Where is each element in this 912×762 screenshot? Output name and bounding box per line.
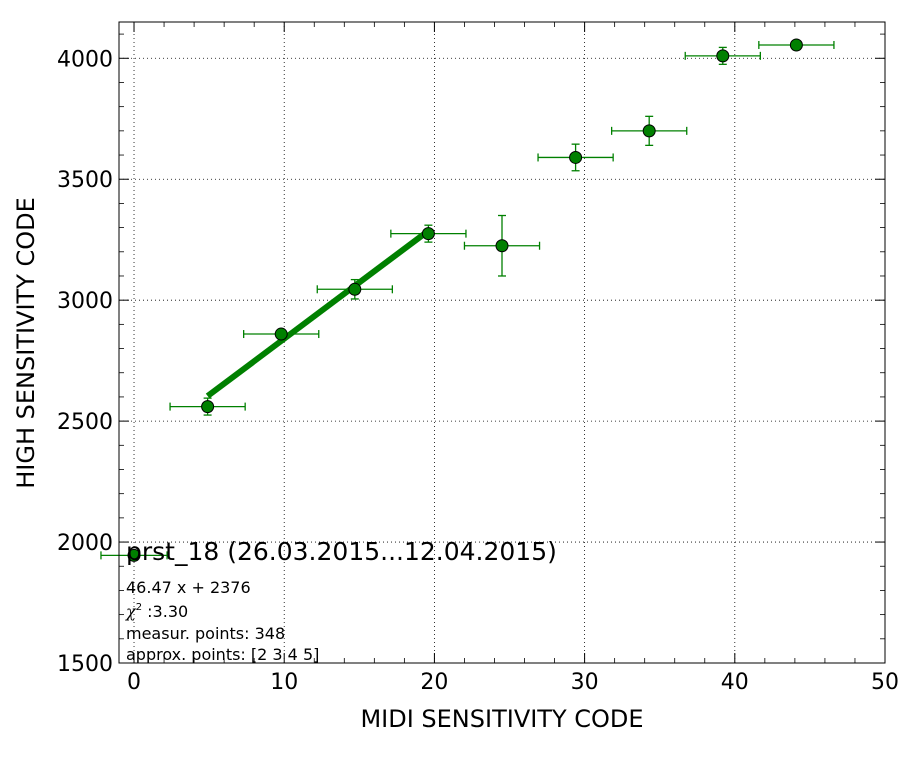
annotation-approx-points: approx. points: [2 3 4 5] bbox=[126, 645, 319, 664]
x-axis-title: MIDI SENSITIVITY CODE bbox=[360, 705, 643, 733]
data-point bbox=[495, 239, 509, 253]
grid bbox=[119, 22, 885, 663]
data-point bbox=[642, 124, 656, 138]
annotation-chi2: χ2 :3.30 bbox=[125, 602, 188, 621]
data-point bbox=[127, 548, 141, 562]
plot-background bbox=[119, 22, 885, 663]
annotation-measur-points: measur. points: 348 bbox=[126, 624, 285, 643]
plot-frame bbox=[118, 21, 886, 664]
x-tick-label: 0 bbox=[127, 670, 141, 695]
y-axis-title: HIGH SENSITIVITY CODE bbox=[12, 197, 40, 489]
data-points bbox=[127, 38, 803, 562]
y-tick-label: 2500 bbox=[57, 410, 113, 435]
tick-labels: 0 10 20 30 40 50 1500 2000 2500 3000 3500 4000 bbox=[57, 47, 899, 695]
data-point bbox=[348, 282, 362, 296]
chi-symbol: χ bbox=[125, 602, 137, 621]
data-point bbox=[201, 400, 215, 414]
y-tick-label: 1500 bbox=[57, 652, 113, 677]
fit-line bbox=[205, 228, 431, 399]
x-tick-label: 30 bbox=[571, 670, 599, 695]
annotation-equation: 46.47 x + 2376 bbox=[126, 578, 251, 597]
y-tick-label: 4000 bbox=[57, 47, 113, 72]
x-tick-label: 40 bbox=[721, 670, 749, 695]
y-tick-label: 3000 bbox=[57, 289, 113, 314]
chi-exponent: 2 bbox=[136, 602, 142, 613]
data-point bbox=[421, 227, 435, 241]
x-tick-label: 10 bbox=[270, 670, 298, 695]
y-tick-label: 2000 bbox=[57, 531, 113, 556]
data-point bbox=[274, 327, 288, 341]
data-point bbox=[569, 150, 583, 164]
data-point bbox=[716, 49, 730, 63]
y-tick-label: 3500 bbox=[57, 168, 113, 193]
x-tick-label: 20 bbox=[420, 670, 448, 695]
fit-line-group bbox=[205, 228, 431, 399]
annotation-title: prst_18 (26.03.2015...12.04.2015) bbox=[126, 537, 557, 566]
data-point bbox=[789, 38, 803, 52]
x-tick-label: 50 bbox=[871, 670, 899, 695]
chi-value: :3.30 bbox=[142, 602, 188, 621]
